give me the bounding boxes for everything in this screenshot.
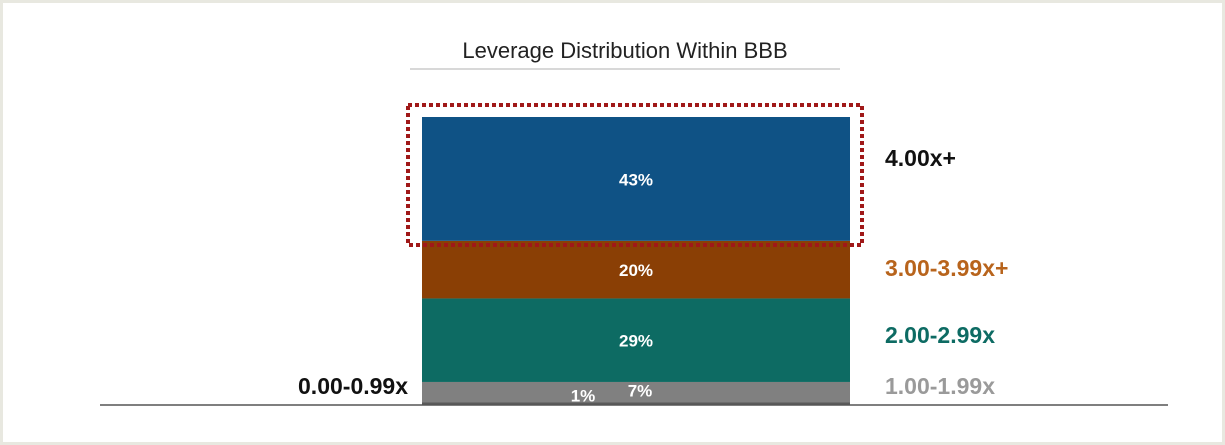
legend-label: 0.00-0.99x (298, 373, 408, 399)
value-label: 43% (619, 170, 653, 189)
value-label: 20% (619, 261, 653, 280)
bar-segment (422, 298, 850, 382)
bar-segment (422, 240, 850, 299)
value-label: 29% (619, 332, 653, 351)
legend-label: 2.00-2.99x (885, 322, 995, 348)
legend-label: 4.00x+ (885, 145, 956, 171)
value-label: 1% (571, 386, 596, 405)
chart-title: Leverage Distribution Within BBB (462, 38, 787, 63)
bar-segment (422, 402, 850, 405)
bar-segment (422, 381, 850, 403)
legend-label: 1.00-1.99x (885, 373, 995, 399)
legend-label: 3.00-3.99x+ (885, 255, 1008, 281)
value-label: 7% (628, 381, 653, 400)
bar-segment (422, 117, 850, 241)
highlight-box (406, 103, 864, 247)
bars (422, 117, 850, 405)
